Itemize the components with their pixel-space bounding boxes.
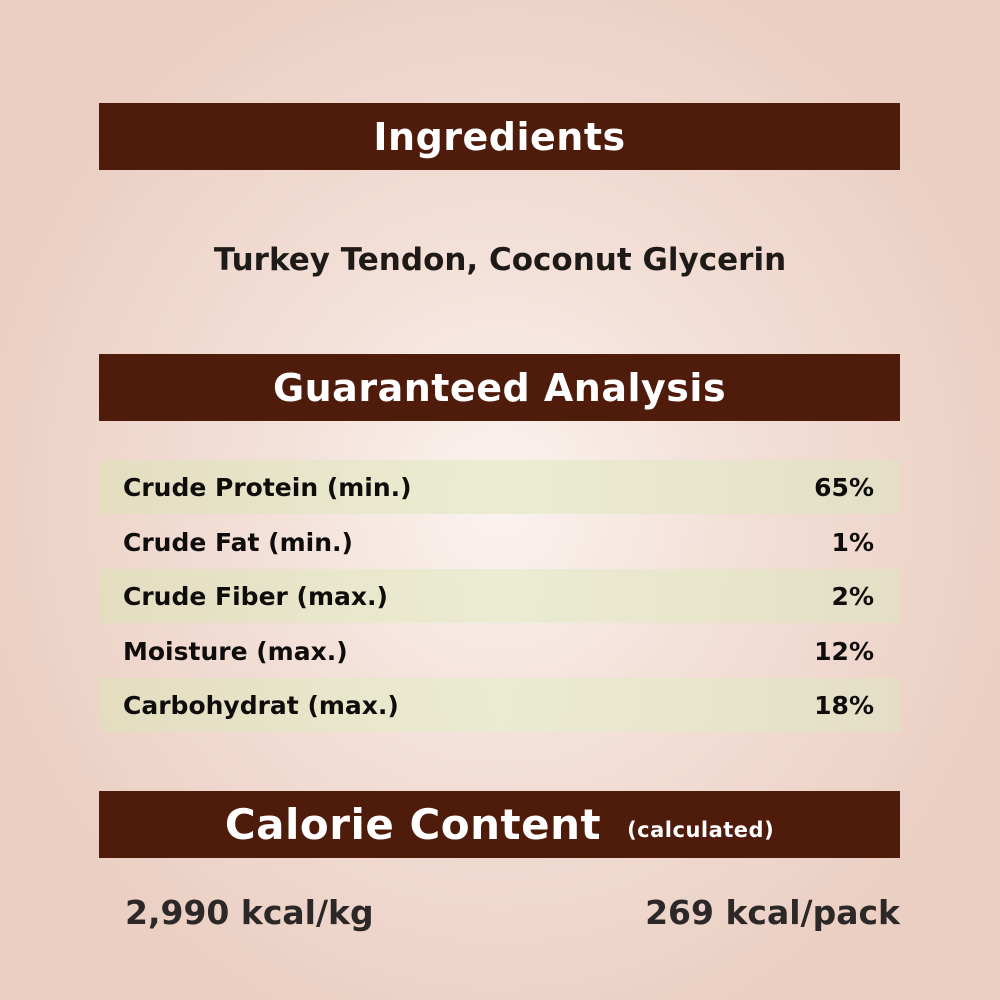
row-value: 12% [814,636,874,666]
calorie-banner: Calorie Content (calculated) [99,791,900,858]
analysis-row: Crude Fiber (max.) 2% [99,569,900,623]
row-value: 1% [831,527,874,557]
ingredients-banner: Ingredients [99,103,900,170]
analysis-row: Crude Fat (min.) 1% [99,515,900,569]
row-value: 18% [814,690,874,720]
row-value: 65% [814,472,874,502]
row-label: Moisture (max.) [123,636,348,666]
row-label: Crude Protein (min.) [123,472,412,502]
analysis-banner: Guaranteed Analysis [99,354,900,421]
analysis-heading: Guaranteed Analysis [272,365,727,410]
analysis-row: Carbohydrat (max.) 18% [99,678,900,732]
analysis-row: Crude Protein (min.) 65% [99,460,900,514]
row-label: Carbohydrat (max.) [123,690,399,720]
calorie-heading: Calorie Content [224,800,602,849]
row-label: Crude Fiber (max.) [123,581,388,611]
kcal-per-pack: 269 kcal/pack [645,893,900,932]
ingredients-heading: Ingredients [373,114,626,159]
row-value: 2% [831,581,874,611]
analysis-row: Moisture (max.) 12% [99,624,900,678]
kcal-per-kg: 2,990 kcal/kg [125,893,374,932]
row-label: Crude Fat (min.) [123,527,353,557]
ingredients-text: Turkey Tendon, Coconut Glycerin [213,242,787,278]
calorie-subheading: (calculated) [627,817,775,842]
